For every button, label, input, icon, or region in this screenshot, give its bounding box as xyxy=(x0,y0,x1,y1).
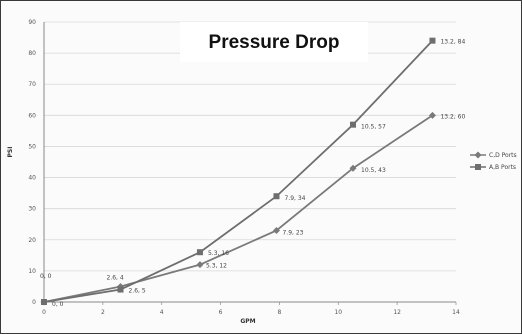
data-label: 5.3, 16 xyxy=(208,250,229,257)
x-axis-title: GPM xyxy=(240,318,255,325)
x-tick-label: 12 xyxy=(393,309,401,316)
data-label: 0, 0 xyxy=(52,301,64,308)
series-layer xyxy=(40,37,436,306)
chart-title-group: Pressure Drop xyxy=(180,22,368,62)
y-tick-label: 10 xyxy=(28,268,36,275)
y-tick-label: 60 xyxy=(28,112,36,119)
legend: C,D Ports A,B Ports xyxy=(470,151,517,171)
x-tick-label: 8 xyxy=(278,309,282,316)
chart-title: Pressure Drop xyxy=(209,32,340,53)
x-tick-label: 2 xyxy=(101,309,105,316)
y-axis-title: PSI xyxy=(7,147,14,158)
data-label: 2.6, 5 xyxy=(129,287,146,294)
legend-swatch-marker xyxy=(475,164,481,170)
series-line xyxy=(43,40,434,303)
data-point-marker xyxy=(272,226,280,234)
data-point-marker xyxy=(196,249,203,256)
chart-title-background xyxy=(180,22,368,62)
x-tick-label: 14 xyxy=(452,309,460,316)
y-tick-label: 50 xyxy=(28,143,36,150)
x-tick-label: 0 xyxy=(42,309,46,316)
data-point-marker xyxy=(41,299,47,305)
data-point-marker xyxy=(196,261,204,269)
y-tick-label: 90 xyxy=(28,19,36,26)
data-point-marker xyxy=(350,121,356,128)
data-label: 7.9, 34 xyxy=(284,195,305,202)
y-tick-label: 0 xyxy=(32,299,36,306)
axes: 0 10 20 30 40 50 60 70 80 90 0 2 4 6 8 10 12 14 xyxy=(28,19,460,316)
x-tick-label: 10 xyxy=(334,309,342,316)
series-line xyxy=(43,114,433,303)
y-tick-label: 80 xyxy=(28,50,36,57)
y-tick-label: 70 xyxy=(28,81,36,88)
data-labels: 0, 0 2.6, 5 5.3, 12 7.9, 23 10.5, 43 13.2, 60… xyxy=(40,39,465,308)
data-label: 7.9, 23 xyxy=(282,229,303,236)
y-tick-label: 20 xyxy=(28,237,36,244)
gridlines xyxy=(44,21,456,303)
data-label: 10.5, 43 xyxy=(361,167,386,174)
y-tick-label: 40 xyxy=(28,175,36,182)
data-point-marker xyxy=(349,164,357,172)
data-point-marker xyxy=(117,286,124,293)
legend-label: A,B Ports xyxy=(489,164,516,171)
data-label: 2.6, 4 xyxy=(107,275,124,282)
legend-swatch-marker xyxy=(474,151,482,159)
legend-label: C,D Ports xyxy=(489,152,517,159)
y-tick-label: 30 xyxy=(28,206,36,213)
data-label: 13.2, 84 xyxy=(440,39,465,46)
x-tick-label: 6 xyxy=(219,309,223,316)
data-label: 5.3, 12 xyxy=(206,263,227,270)
data-label: 13.2, 60 xyxy=(440,113,465,120)
data-point-marker xyxy=(273,193,280,200)
x-tick-label: 4 xyxy=(160,309,164,316)
data-point-marker xyxy=(429,37,436,44)
data-label: 10.5, 57 xyxy=(361,124,386,131)
data-point-marker xyxy=(428,111,436,119)
data-label: 0, 0 xyxy=(40,273,52,280)
